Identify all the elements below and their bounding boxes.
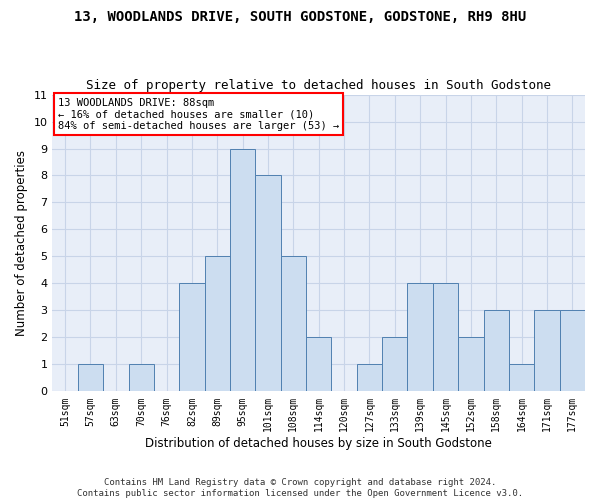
Bar [128, 364, 154, 392]
Bar [230, 148, 256, 392]
Bar [382, 338, 407, 392]
Y-axis label: Number of detached properties: Number of detached properties [15, 150, 28, 336]
Bar [357, 364, 382, 392]
Bar [179, 284, 205, 392]
Text: 13 WOODLANDS DRIVE: 88sqm
← 16% of detached houses are smaller (10)
84% of semi-: 13 WOODLANDS DRIVE: 88sqm ← 16% of detac… [58, 98, 339, 130]
Title: Size of property relative to detached houses in South Godstone: Size of property relative to detached ho… [86, 79, 551, 92]
Text: Contains HM Land Registry data © Crown copyright and database right 2024.
Contai: Contains HM Land Registry data © Crown c… [77, 478, 523, 498]
Bar [560, 310, 585, 392]
Bar [256, 176, 281, 392]
X-axis label: Distribution of detached houses by size in South Godstone: Distribution of detached houses by size … [145, 437, 492, 450]
Bar [534, 310, 560, 392]
Bar [205, 256, 230, 392]
Bar [484, 310, 509, 392]
Bar [509, 364, 534, 392]
Bar [306, 338, 331, 392]
Bar [458, 338, 484, 392]
Bar [433, 284, 458, 392]
Text: 13, WOODLANDS DRIVE, SOUTH GODSTONE, GODSTONE, RH9 8HU: 13, WOODLANDS DRIVE, SOUTH GODSTONE, GOD… [74, 10, 526, 24]
Bar [281, 256, 306, 392]
Bar [407, 284, 433, 392]
Bar [78, 364, 103, 392]
